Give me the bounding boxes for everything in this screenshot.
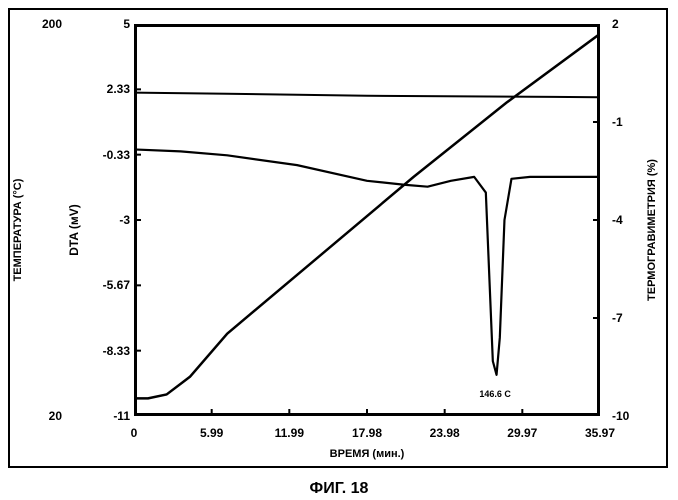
tick-label: 35.97 (585, 426, 615, 440)
series-temperature (134, 34, 600, 399)
tick-label: 2 (612, 17, 619, 31)
y-axis-left-outer-label: ТЕМПЕРАТУРА (°C) (12, 179, 24, 282)
chart-plot (134, 24, 600, 416)
tick-label: 200 (42, 17, 62, 31)
tick-label: 17.98 (352, 426, 382, 440)
tick-label: 11.99 (275, 426, 304, 440)
series-dta (134, 149, 600, 374)
tick-label: 0 (131, 426, 138, 440)
tick-label: -5.67 (103, 278, 130, 292)
tick-label: 2.33 (107, 82, 130, 96)
y-axis-left-inner-label: DTA (мV) (67, 204, 81, 256)
tick-label: 29.97 (507, 426, 537, 440)
tick-label: -4 (612, 213, 623, 227)
tick-label: -1 (612, 115, 623, 129)
x-axis-label: ВРЕМЯ (мин.) (330, 448, 405, 460)
series-tga (134, 93, 600, 98)
tick-label: -3 (119, 213, 130, 227)
tick-label: -10 (612, 409, 629, 423)
tick-label: 5.99 (200, 426, 223, 440)
tick-label: 20 (49, 409, 62, 423)
peak-annotation: 146.6 C (479, 389, 511, 399)
tick-label: 23.98 (430, 426, 460, 440)
tick-label: -0.33 (103, 148, 130, 162)
tick-label: 5 (123, 17, 130, 31)
figure-caption: ФИГ. 18 (310, 480, 369, 498)
tick-label: -7 (612, 311, 623, 325)
tick-label: -8.33 (103, 344, 130, 358)
y-axis-right-label: ТЕРМОГРАВИМЕТРИЯ (%) (646, 159, 658, 301)
tick-label: -11 (113, 409, 130, 423)
